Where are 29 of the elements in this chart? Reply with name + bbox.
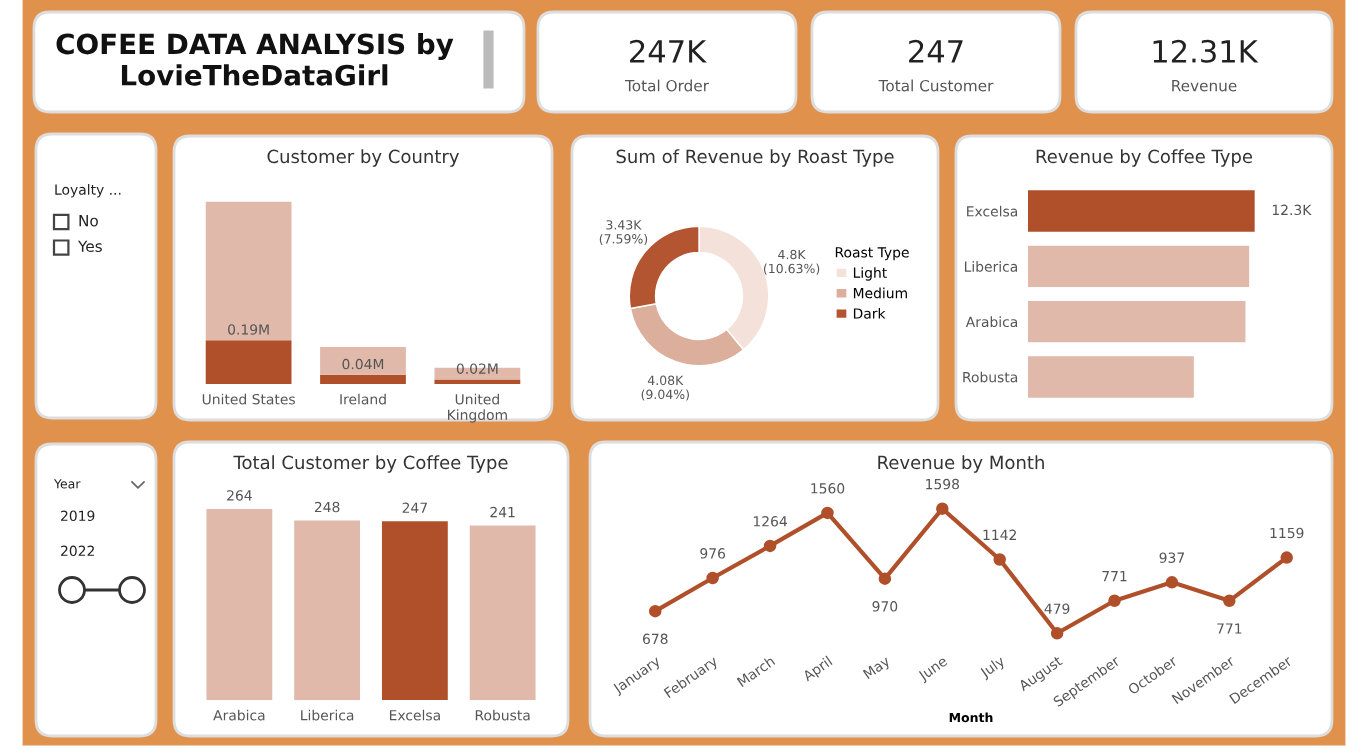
point xyxy=(1108,594,1121,608)
point xyxy=(936,502,949,515)
chart-title: Total Customer by Coffee Type xyxy=(233,455,508,473)
bar xyxy=(205,201,292,341)
chart-title: Sum of Revenue by Roast Type xyxy=(616,149,894,167)
chart-title: Revenue by Coffee Type xyxy=(1036,149,1253,167)
bar xyxy=(1028,300,1246,343)
point xyxy=(706,571,719,585)
bar xyxy=(320,347,406,375)
bar xyxy=(205,340,292,384)
chart-title: Revenue by Month xyxy=(878,455,1044,473)
point xyxy=(1223,594,1236,608)
point xyxy=(878,572,892,585)
point xyxy=(1165,576,1179,589)
point xyxy=(821,506,834,520)
point xyxy=(649,604,662,618)
bar xyxy=(1028,245,1250,288)
point xyxy=(1280,551,1293,564)
text: 247 xyxy=(909,39,963,63)
text: 12.31K xyxy=(1153,39,1259,63)
point xyxy=(763,539,777,553)
text: COFEE DATA ANALYSIS by LovieTheDataGirl xyxy=(56,32,454,86)
bar xyxy=(1028,190,1255,232)
bar xyxy=(320,374,406,384)
text: 247K xyxy=(630,39,707,63)
bar xyxy=(1028,356,1194,398)
point xyxy=(1050,627,1064,640)
chart-title: Customer by Country xyxy=(267,149,459,167)
point xyxy=(993,553,1006,566)
